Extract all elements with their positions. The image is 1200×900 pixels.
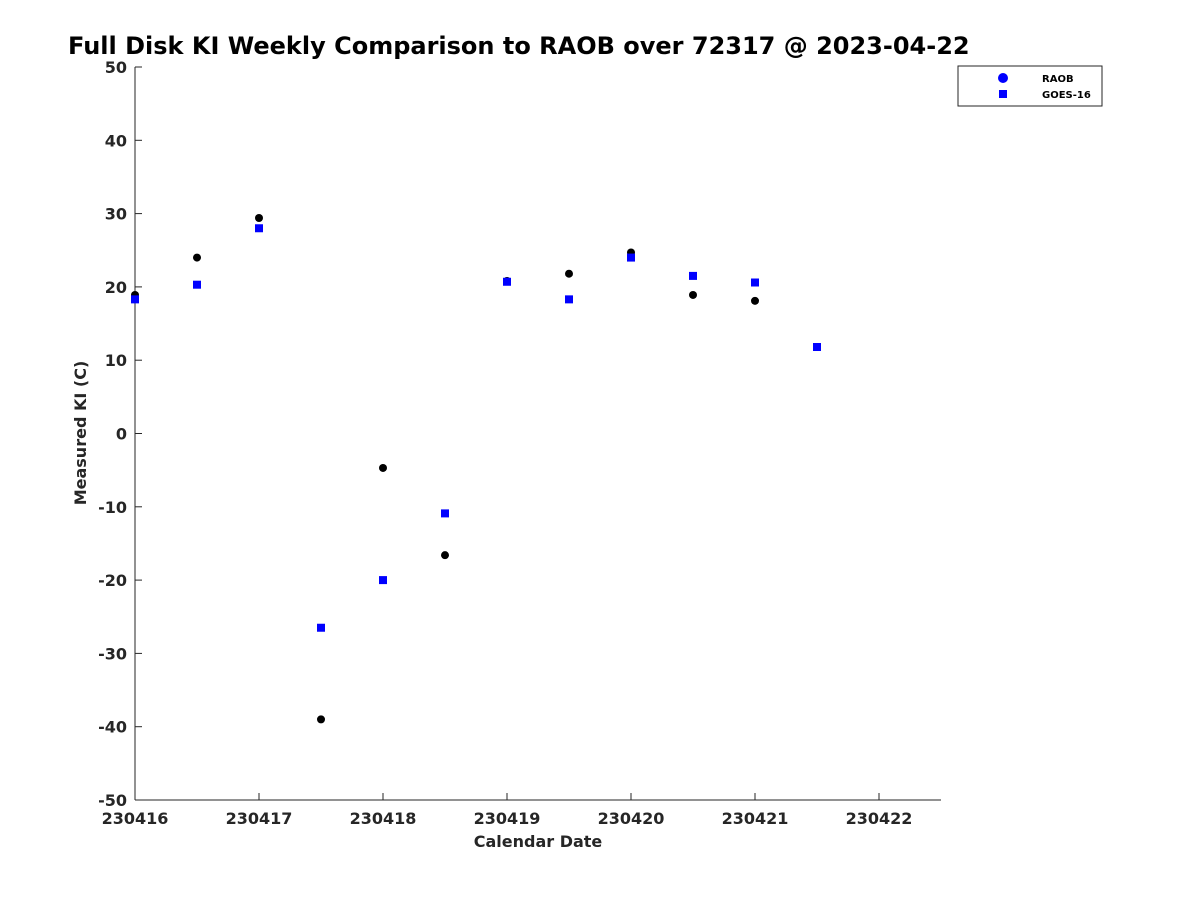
data-point-goes-16 [503,277,511,286]
data-point-goes-16 [813,343,821,352]
legend-label: GOES-16 [1042,90,1091,101]
x-tick-label: 230419 [474,809,541,828]
data-point-raob [689,290,697,299]
x-tick-label: 230421 [722,809,789,828]
data-point-goes-16 [131,295,139,304]
legend-marker-raob [998,73,1008,83]
data-point-raob [379,463,387,472]
data-point-raob [565,269,573,278]
legend-marker-goes-16 [999,90,1007,98]
data-point-raob [751,296,759,305]
x-axis-label: Calendar Date [474,832,603,851]
y-tick-label: -50 [98,791,127,810]
y-tick-label: -10 [98,498,127,517]
legend: RAOB GOES-16 [957,65,1103,107]
legend-label: RAOB [1042,74,1074,85]
data-point-goes-16 [317,623,325,632]
y-tick-label: 30 [105,205,127,224]
x-tick-label: 230418 [350,809,417,828]
y-ticks: 50 40 30 20 10 0 -10 -20 -30 -40 -50 [98,58,142,810]
series-raob [131,213,821,724]
data-point-raob [441,551,449,560]
data-point-goes-16 [627,253,635,262]
x-ticks: 230416 230417 230418 230419 230420 230421 2304… [102,793,913,828]
legend-box [957,65,1103,107]
data-point-goes-16 [689,271,697,280]
x-tick-label: 230417 [226,809,293,828]
data-point-goes-16 [379,576,387,585]
data-point-goes-16 [193,280,201,289]
data-point-raob [193,253,201,262]
series-group [131,213,821,724]
chart-title: Full Disk KI Weekly Comparison to RAOB o… [68,32,970,60]
y-tick-label: 0 [116,425,127,444]
y-tick-label: 40 [105,131,127,150]
y-tick-label: 10 [105,351,127,370]
y-tick-label: 20 [105,278,127,297]
data-point-raob [255,213,263,222]
series-goes-16 [131,224,821,632]
y-tick-label: -30 [98,644,127,663]
data-point-goes-16 [751,278,759,287]
data-point-goes-16 [255,224,263,233]
y-tick-label: 50 [105,58,127,77]
plot-area [134,67,941,801]
y-tick-label: -20 [98,571,127,590]
y-tick-label: -40 [98,718,127,737]
x-tick-label: 230416 [102,809,169,828]
x-tick-label: 230420 [598,809,665,828]
data-point-goes-16 [441,509,449,518]
x-tick-label: 230422 [846,809,913,828]
y-axis-label: Measured KI (C) [71,361,90,506]
data-point-raob [317,715,325,724]
data-point-goes-16 [565,295,573,304]
